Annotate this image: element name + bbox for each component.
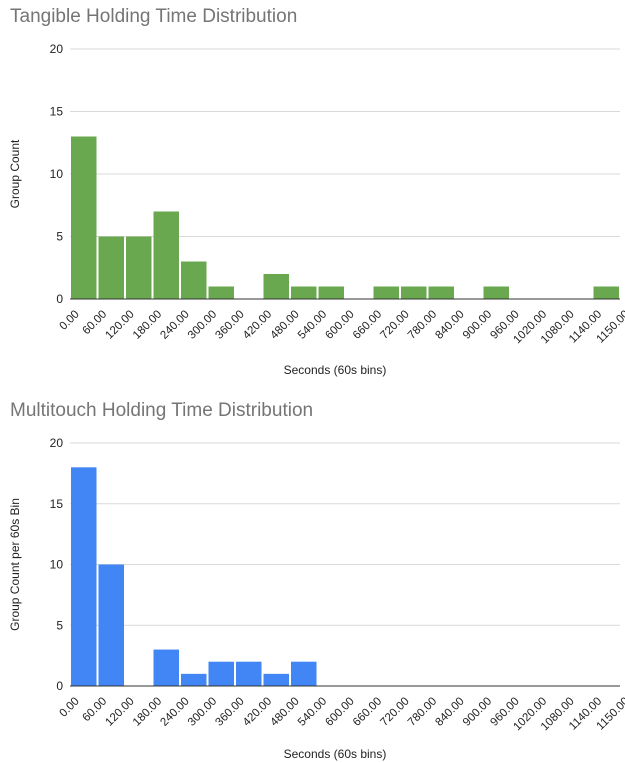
- bar: [373, 286, 399, 299]
- y-tick-label: 15: [50, 497, 64, 511]
- bar: [428, 286, 454, 299]
- x-tick-label: 420.00: [241, 695, 274, 728]
- x-tick-label: 360.00: [213, 695, 246, 728]
- y-axis-title: Group Count: [8, 139, 22, 208]
- chart-tangible: Tangible Holding Time Distribution 0 5 10 1…: [8, 6, 625, 377]
- bar: [593, 286, 619, 299]
- bar: [263, 274, 289, 299]
- bar: [208, 661, 234, 686]
- bar: [263, 673, 289, 686]
- bar: [401, 286, 427, 299]
- x-tick-label: 120.00: [103, 695, 136, 728]
- bar: [236, 661, 262, 686]
- chart-title: Tangible Holding Time Distribution: [10, 6, 298, 27]
- bar: [318, 286, 344, 299]
- y-tick-label: 5: [56, 618, 63, 632]
- bar: [98, 236, 124, 299]
- bar: [153, 211, 179, 299]
- x-axis-title: Seconds (60s bins): [284, 363, 387, 377]
- bar: [71, 136, 97, 299]
- y-tick-label: 20: [50, 436, 64, 450]
- x-tick-label: 660.00: [351, 695, 384, 728]
- y-tick-label: 20: [50, 42, 64, 56]
- bar: [71, 467, 97, 686]
- x-tick-label: 0.00: [57, 695, 81, 719]
- x-axis-title: Seconds (60s bins): [284, 747, 387, 761]
- x-tick-label: 540.00: [296, 695, 329, 728]
- chart-title: Multitouch Holding Time Distribution: [10, 400, 314, 421]
- bar: [181, 261, 207, 299]
- x-tick-label: 840.00: [433, 695, 466, 728]
- x-tick-label: 600.00: [323, 695, 356, 728]
- x-tick-label: 720.00: [378, 695, 411, 728]
- x-tick-label: 780.00: [406, 695, 439, 728]
- bar: [483, 286, 509, 299]
- y-tick-label: 0: [56, 292, 63, 306]
- bar: [181, 673, 207, 686]
- bar: [291, 286, 317, 299]
- x-tick-label: 480.00: [268, 695, 301, 728]
- x-tick-label: 180.00: [131, 695, 164, 728]
- x-tick-label: 300.00: [186, 695, 219, 728]
- bar: [208, 286, 234, 299]
- chart-tangible-plot: 051015200.0060.00120.00180.00240.00300.0…: [8, 42, 625, 377]
- bar: [153, 649, 179, 686]
- bar: [98, 564, 124, 686]
- x-tick-label: 240.00: [158, 695, 191, 728]
- y-tick-label: 0: [56, 679, 63, 693]
- bar: [291, 661, 317, 686]
- y-tick-label: 10: [50, 167, 64, 181]
- y-tick-label: 5: [56, 230, 63, 244]
- y-tick-label: 10: [50, 558, 64, 572]
- y-axis-title: Group Count per 60s Bin: [8, 498, 22, 631]
- x-tick-label: 900.00: [461, 695, 494, 728]
- bar: [126, 236, 152, 299]
- y-tick-label: 15: [50, 105, 64, 119]
